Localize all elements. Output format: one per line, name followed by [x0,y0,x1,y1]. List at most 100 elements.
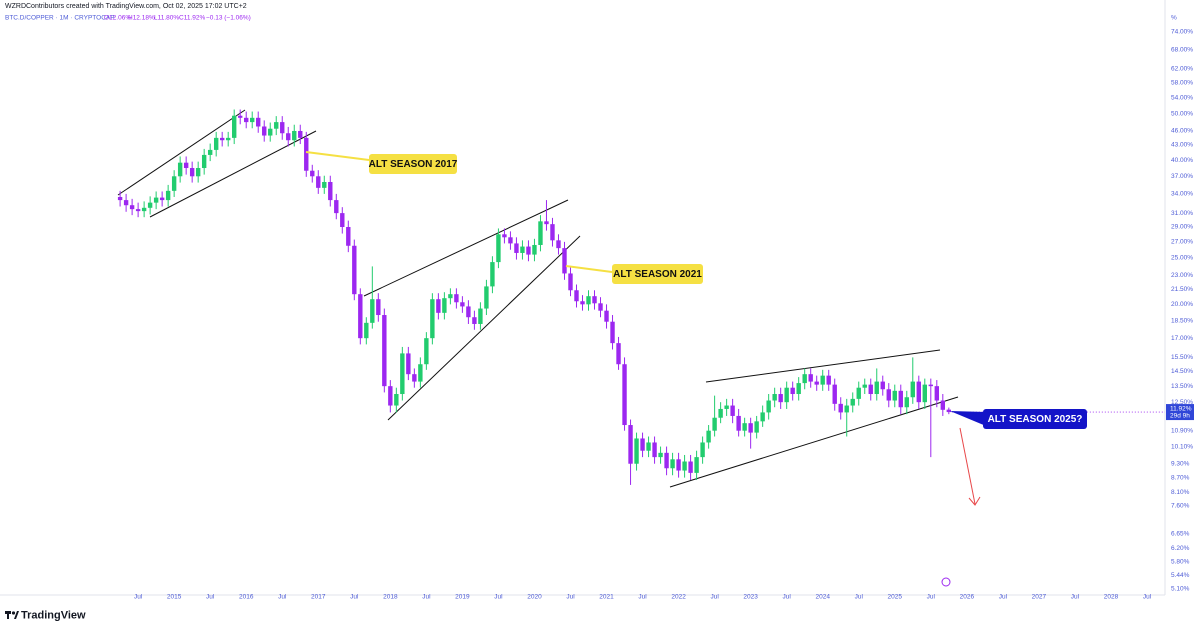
y-tick-label: 10.90% [1171,427,1193,434]
annotation-box [369,154,457,174]
x-tick-label: Jul [566,594,575,601]
candle-body [310,170,315,177]
candle-body [790,387,795,395]
candle-body [490,262,495,287]
x-tick-label: 2016 [239,594,254,601]
candle-body [448,294,453,299]
candle-body [430,299,435,339]
trendline [363,199,569,297]
candle-body [634,438,639,464]
y-tick-label: 6.65% [1171,530,1190,537]
candle-body [742,423,747,431]
brand-name: TradingView [21,609,86,621]
candle-body [123,200,129,206]
candle-body [406,353,411,375]
candle-body [844,405,849,413]
candle-body [183,162,189,169]
candle-body [292,130,297,141]
candle-body [718,408,723,418]
candle-body [526,246,531,255]
credit: WZRDContributors created with TradingVie… [5,3,247,10]
annotation-pointer [565,265,613,273]
candle-body [280,122,285,134]
candle-body [502,234,507,238]
y-tick-label: 34.00% [1171,191,1193,198]
x-tick-label: 2022 [671,594,686,601]
candle-body [340,213,345,228]
candle-body [316,176,321,188]
candle-body [153,197,159,203]
x-tick-label: Jul [134,594,143,601]
candle-body [304,137,309,171]
candle-body [177,162,183,177]
candle-body [514,243,519,253]
y-unit: % [1171,15,1177,22]
candle-body [418,364,423,382]
candle-body [694,457,699,473]
candle-body [868,384,873,395]
candle-body [400,353,405,395]
candle-body [598,303,603,311]
event-marker[interactable] [941,577,951,587]
y-tick-label: 18.50% [1171,317,1193,324]
y-tick-label: 13.50% [1171,383,1193,390]
arrow-line [959,427,976,505]
y-tick-label: 14.50% [1171,368,1193,375]
candle-body [484,286,489,309]
x-tick-label: Jul [1071,594,1080,601]
annotation-pointer [950,411,986,426]
price-badge: 11.92% 29d 9h [1166,404,1194,421]
candle-body [700,442,705,458]
candle-body [922,384,927,403]
candle-body [424,338,429,365]
candle-body [358,294,363,339]
y-tick-label: 29.00% [1171,224,1193,231]
y-tick-label: 20.00% [1171,301,1193,308]
candle-body [880,381,885,390]
candle-body [550,224,555,241]
logo-part [11,611,16,615]
candle-body [670,459,675,469]
annotation-2025: ALT SEASON 2025? [950,409,1087,429]
candle-body [808,374,813,382]
candle-body [207,149,213,155]
candle-body [388,386,393,406]
y-tick-label: 7.60% [1171,502,1190,509]
forecast-arrow [959,427,981,506]
candle-body [286,133,291,141]
candle-body [346,227,351,246]
candle-body [412,374,417,382]
x-tick-label: 2020 [527,594,542,601]
candle-body [586,296,591,305]
candle-body [268,128,273,136]
annotation-text: ALT SEASON 2025? [988,414,1083,425]
candles [117,109,1165,485]
brand: TradingView [5,609,86,621]
candle-body [213,137,219,150]
trendline [705,349,941,383]
x-tick-label: Jul [783,594,792,601]
candle-body [442,298,447,313]
candle-body [189,168,195,177]
candle-body [466,306,471,318]
x-tick-label: 2017 [311,594,326,601]
candle-body [256,117,261,127]
candle-body [826,375,831,385]
candle-body [886,389,891,401]
candle-body [712,417,717,431]
candle-body [652,442,657,458]
candle-body [778,394,783,403]
candle-body [610,321,615,344]
y-tick-label: 21.50% [1171,286,1193,293]
annotation-text: ALT SEASON 2017 [369,159,458,170]
y-tick-label: 62.00% [1171,66,1193,73]
y-tick-label: 50.00% [1171,110,1193,117]
x-tick-label: Jul [927,594,936,601]
x-tick-label: 2024 [815,594,830,601]
candle-body [874,381,879,395]
candle-body [159,197,165,201]
candle-body [244,117,249,123]
y-tick-label: 5.44% [1171,572,1190,579]
candle-body [262,126,267,136]
candle-body [736,415,741,431]
